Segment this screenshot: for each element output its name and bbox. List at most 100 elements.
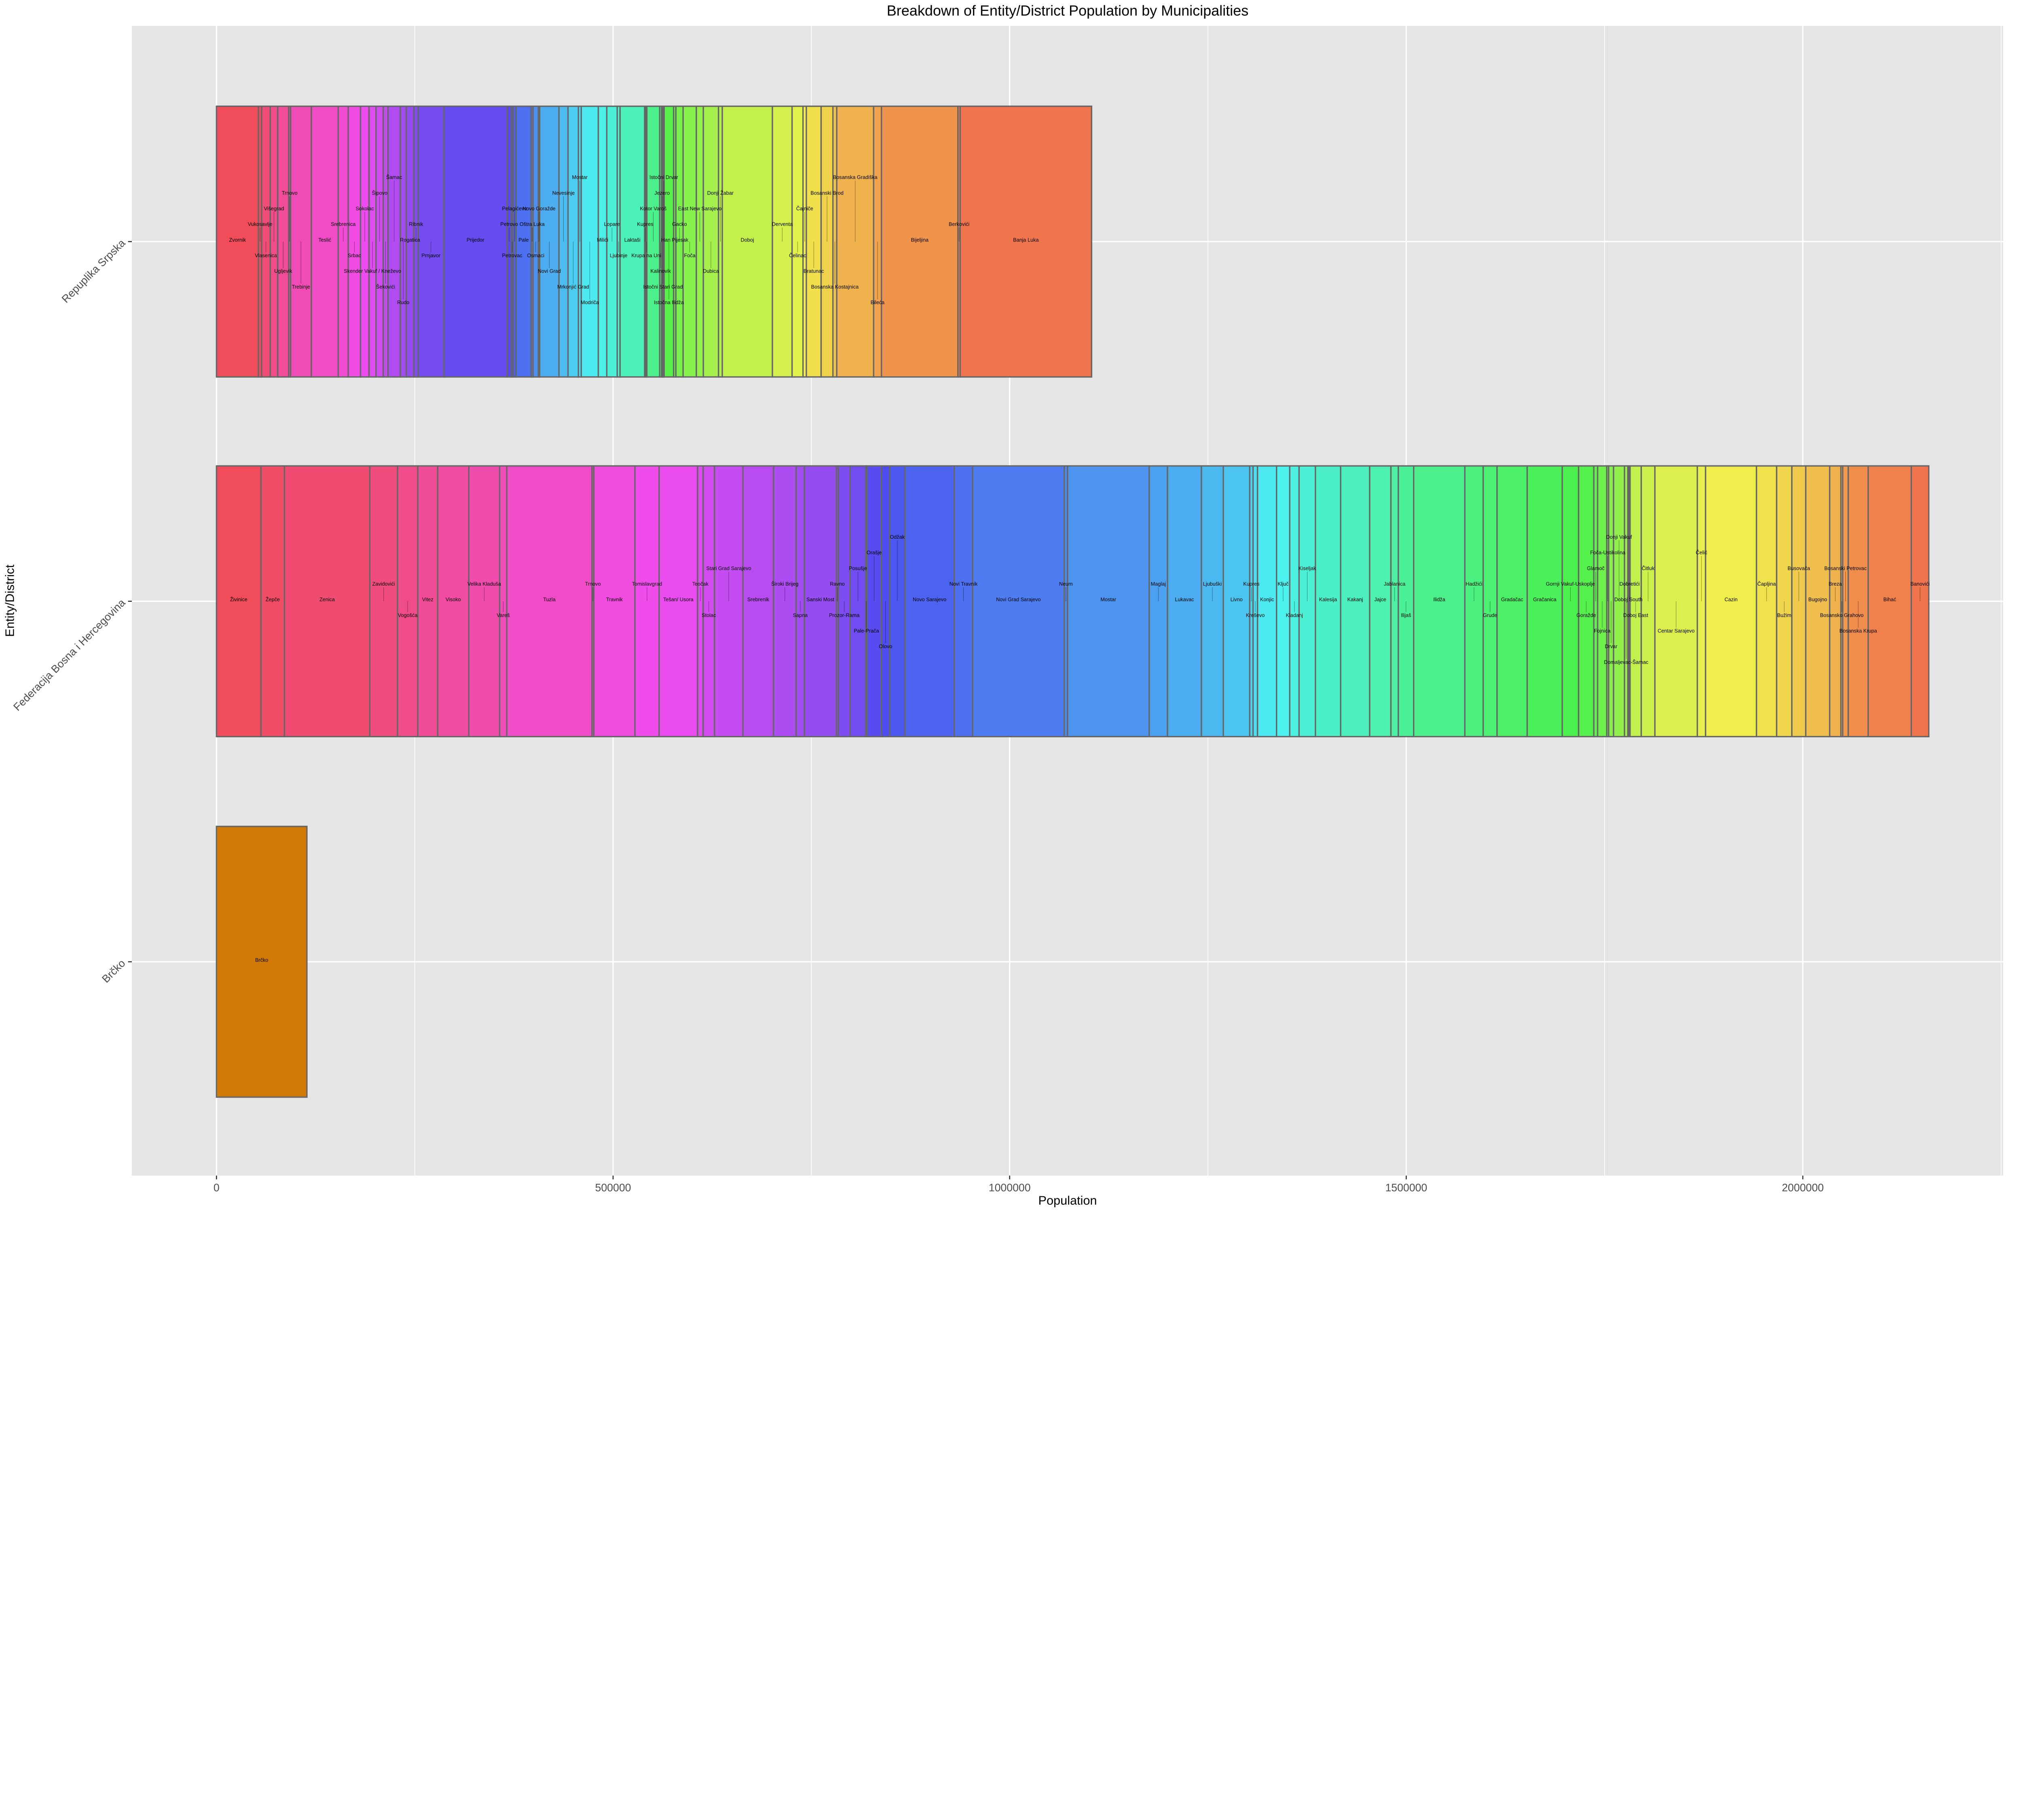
bar-segment (337, 105, 349, 378)
segment-label: Donji Žabar (707, 190, 734, 196)
segment-label: Lopare (604, 222, 620, 227)
segment-label: Mostar (572, 175, 588, 180)
bar-segment (443, 105, 508, 378)
segment-label: Zvornik (229, 237, 246, 243)
segment-label: Istočna Ilidža (654, 300, 684, 305)
segment-label: Ravno (830, 581, 845, 587)
bar-segment (1705, 465, 1758, 737)
bar-segment (593, 465, 636, 737)
segment-label: Dobretići (1619, 581, 1639, 587)
segment-label: Novi Grad Sarajevo (996, 597, 1041, 603)
segment-label: Orašje (867, 550, 882, 556)
bars (216, 105, 1930, 1098)
segment-label: Velika Kladuša (467, 581, 501, 587)
x-tick-label: 2000000 (1782, 1181, 1824, 1194)
segment-label: Odžak (890, 534, 905, 540)
segment-label: Olovo (879, 644, 892, 650)
bar-segment (216, 105, 259, 378)
bar-segment (1640, 465, 1656, 737)
segment-label: Trebinje (292, 284, 310, 290)
segment-label: Ljubinje (610, 253, 628, 258)
segment-label: Vitez (422, 597, 434, 603)
segment-label: Glamoč (1587, 565, 1605, 571)
segment-label: Kupres (1243, 581, 1259, 587)
bar-segment (904, 465, 955, 737)
segment-label: Foča-Ustikolina (1590, 550, 1626, 556)
segment-label: Bosanska Kostajnica (811, 284, 859, 290)
bar-segment (1167, 465, 1202, 737)
segment-label: Pelagićevo (502, 206, 527, 212)
bar-segment (1482, 465, 1498, 737)
bar-segment (866, 465, 882, 737)
segment-label: Travnik (606, 597, 623, 603)
segment-label: Derventa (772, 222, 793, 227)
bar-segment (820, 105, 834, 378)
segment-label: Bosansko Grahovo (1820, 612, 1864, 618)
bar-segment (773, 465, 797, 737)
segment-label: Drvar (1605, 644, 1617, 650)
bar-segment (1847, 465, 1869, 737)
segment-label: Busovača (1787, 565, 1810, 571)
segment-label: Gacko (672, 222, 687, 227)
segment-label: Maglaj (1151, 581, 1166, 587)
segment-label: Konjic (1260, 597, 1274, 603)
segment-label: Petrovo (500, 222, 518, 227)
segment-label: Gornji Vakuf-Uskoplje (1546, 581, 1595, 587)
segment-label: Brčko (255, 957, 268, 963)
bar-segment (1298, 465, 1316, 737)
x-axis-title: Population (1038, 1194, 1097, 1208)
y-axis-title: Entity/District (3, 564, 17, 637)
segment-label: Jajce (1374, 597, 1386, 603)
bar-segment (387, 105, 401, 378)
bar-segment (1315, 465, 1341, 737)
segment-label: Krupa na Uni (631, 253, 661, 258)
bar-segment (1223, 465, 1251, 737)
segment-label: Banja Luka (1013, 237, 1039, 243)
bar-segment (742, 465, 774, 737)
bar-segment (714, 465, 744, 737)
chart-title: Breakdown of Entity/District Population … (887, 2, 1248, 19)
segment-label: Kakanj (1347, 597, 1363, 603)
bar-segment (1613, 465, 1625, 737)
segment-label: Ljubuški (1203, 581, 1222, 587)
segment-label: Doboj East (1623, 612, 1648, 618)
bar-segment (369, 465, 398, 737)
segment-label: Zavidovići (372, 581, 395, 587)
segment-label: Laktaši (624, 237, 641, 243)
segment-label: Istočni Stari Grad (643, 284, 683, 290)
segment-label: Mostar (1100, 597, 1116, 603)
segment-label: Fojnica (1594, 628, 1611, 634)
bar-segment (360, 105, 370, 378)
x-tick-label: 0 (214, 1181, 220, 1194)
segment-label: Livno (1231, 597, 1243, 603)
bar-segment (1369, 465, 1392, 737)
segment-label: Tuzla (543, 597, 556, 603)
bar-segment (260, 465, 286, 737)
segment-label: Čelinac (789, 252, 806, 258)
segment-label: Vareš (497, 612, 510, 618)
x-tick-label: 500000 (595, 1181, 631, 1194)
bar-segment (468, 465, 501, 737)
bar-segment (417, 465, 439, 737)
bar-segment (881, 105, 959, 378)
segment-label: Novo Goražde (522, 206, 556, 212)
segment-label: Rogatica (400, 237, 421, 243)
bar-segment (269, 105, 279, 378)
bar-segment (1413, 465, 1466, 737)
segment-label: Doboj (741, 237, 754, 243)
segment-label: Čajniče (796, 205, 813, 212)
segment-label: Bosanska Krupa (1840, 628, 1878, 634)
segment-label: Pale (518, 237, 529, 243)
segment-label: Bosanski Petrovac (1824, 565, 1867, 571)
bar-segment (646, 105, 660, 378)
bar-segment (290, 105, 312, 378)
segment-label: Tomislavgrad (632, 581, 662, 587)
segment-label: Gračanica (1533, 597, 1557, 603)
bar-segment (1910, 465, 1930, 737)
bar-segment (1256, 465, 1277, 737)
bar-segment (558, 105, 569, 378)
segment-label: Nevesinje (552, 190, 575, 196)
segment-label: Kalinovik (650, 269, 671, 274)
segment-label: Modriča (581, 300, 599, 305)
bar-segment (1654, 465, 1698, 737)
